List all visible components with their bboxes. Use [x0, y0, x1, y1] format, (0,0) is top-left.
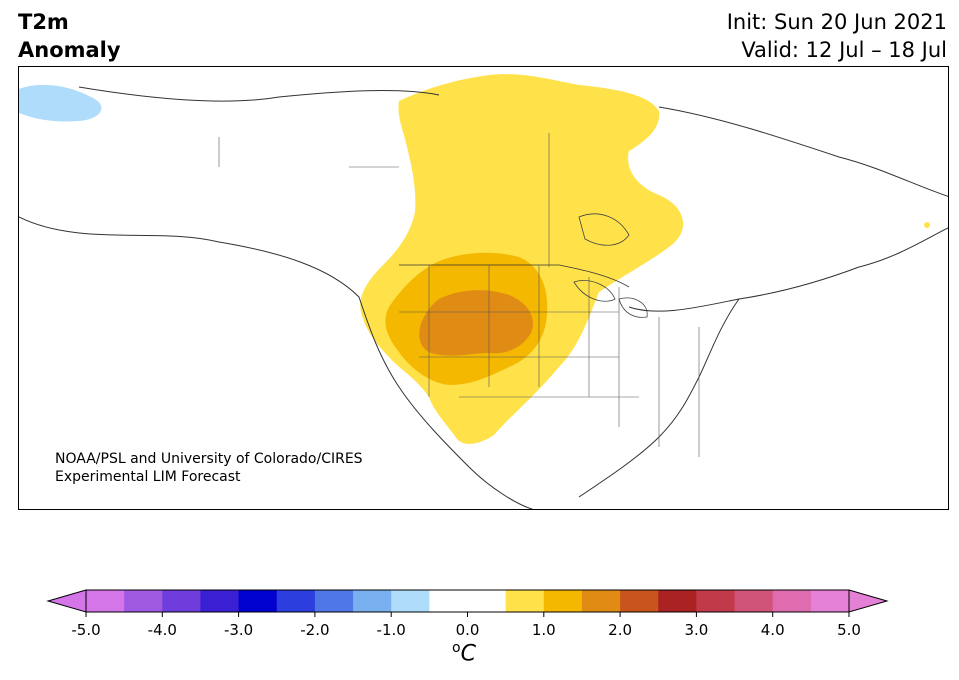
colorbar-tick-label: 2.0	[608, 621, 632, 639]
colorbar-tick-label: -5.0	[71, 621, 100, 639]
colorbar-tick-label: 4.0	[761, 621, 785, 639]
colorbar: -5.0 -4.0 -3.0 -2.0 -1.0 0.0 1.0 2.0 3.0 4.0 5.0	[46, 589, 889, 639]
colorbar-tick-label: -1.0	[377, 621, 406, 639]
unit-degree: o	[452, 640, 461, 656]
colorbar-cell	[467, 590, 507, 612]
colorbar-unit: oC	[452, 640, 476, 666]
colorbar-cell	[543, 590, 583, 612]
colorbar-tick-label: -4.0	[148, 621, 177, 639]
colorbar-cell	[391, 590, 430, 612]
coastline-east	[578, 227, 948, 498]
init-date: Init: Sun 20 Jun 2021	[726, 10, 947, 34]
colorbar-cell	[658, 590, 697, 612]
title-variable: T2m	[18, 10, 69, 34]
great-lakes	[573, 280, 648, 318]
colorbar-cell	[353, 590, 392, 612]
colorbar-cell	[810, 590, 850, 612]
colorbar-cell	[124, 590, 163, 612]
colorbar-cell	[429, 590, 468, 612]
valid-range: Valid: 12 Jul – 18 Jul	[741, 38, 947, 62]
colorbar-under-arrow	[46, 589, 87, 613]
colorbar-tick-label: -2.0	[300, 621, 329, 639]
colorbar-cell	[200, 590, 240, 612]
colorbar-cell	[734, 590, 774, 612]
unit-letter: C	[460, 641, 476, 667]
colorbar-cell	[772, 590, 812, 612]
colorbar-ticks: -5.0 -4.0 -3.0 -2.0 -1.0 0.0 1.0 2.0 3.0 4.0 5.0	[71, 612, 861, 639]
coastline-west	[19, 216, 534, 509]
colorbar-tick-label: 0.0	[456, 621, 480, 639]
colorbar-tick-label: 5.0	[837, 621, 861, 639]
anomaly-cold-alaska	[19, 84, 102, 122]
hudson-bay-outline	[578, 213, 630, 246]
colorbar-over-arrow	[848, 589, 889, 613]
title-anomaly: Anomaly	[18, 38, 121, 62]
colorbar-cell	[276, 590, 316, 612]
credit-line2: Experimental LIM Forecast	[55, 469, 241, 485]
anomaly-warm-3	[419, 290, 533, 356]
credit-line1: NOAA/PSL and University of Colorado/CIRE…	[55, 451, 363, 467]
colorbar-cell	[162, 590, 201, 612]
border-us-canada	[399, 264, 630, 288]
colorbar-cells	[86, 590, 850, 612]
colorbar-cell	[696, 590, 736, 612]
colorbar-tick-label: -3.0	[224, 621, 253, 639]
forecast-map	[18, 66, 949, 510]
colorbar-cell	[238, 590, 278, 612]
colorbar-tick-label: 3.0	[684, 621, 708, 639]
coastline-north	[78, 86, 948, 197]
colorbar-cell	[86, 590, 125, 612]
map-canvas	[19, 74, 948, 509]
colorbar-cell	[620, 590, 659, 612]
colorbar-cell	[314, 590, 354, 612]
anomaly-warm-dot	[924, 222, 930, 228]
state-lines	[218, 133, 700, 457]
date-block: Init: Sun 20 Jun 2021 Valid: 12 Jul – 18…	[727, 8, 947, 64]
colorbar-tick-label: 1.0	[532, 621, 556, 639]
colorbar-cell	[505, 590, 545, 612]
credit-text: NOAA/PSL and University of Colorado/CIRE…	[55, 450, 363, 486]
colorbar-cell	[581, 590, 621, 612]
title-block: T2m Anomaly	[18, 8, 121, 64]
